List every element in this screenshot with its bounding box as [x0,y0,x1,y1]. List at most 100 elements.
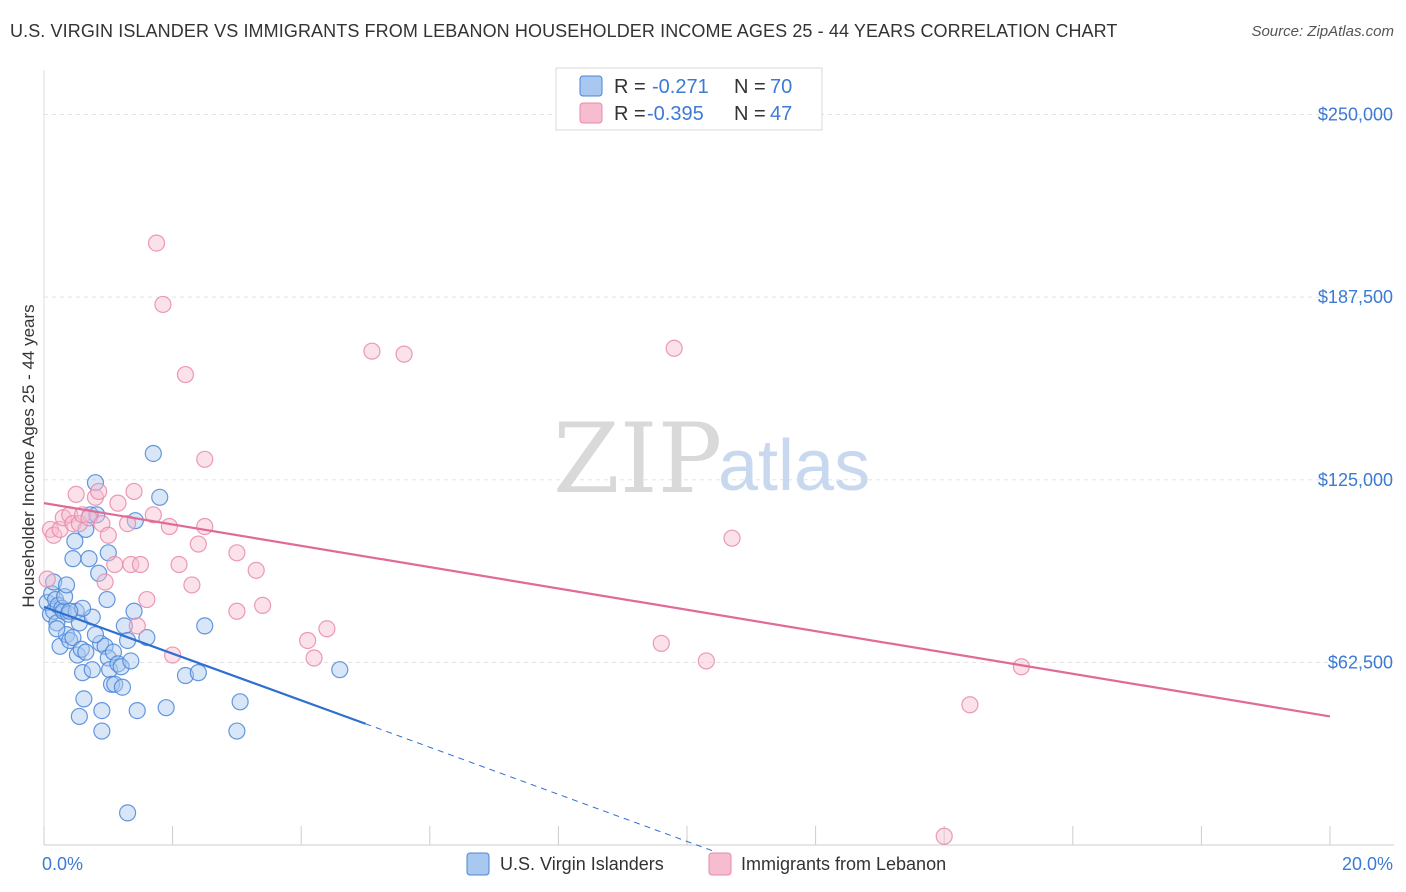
pink-point-50 [305,649,323,667]
watermark-atlas: atlas [718,426,870,506]
blue-point-61 [331,661,349,679]
pink-point-49 [935,827,953,845]
stats-legend: R = -0.271 N = 70 R = -0.395 N = 47 [555,67,823,131]
blue-point-52 [138,628,156,647]
blue-point-26 [80,550,98,568]
blue-point-37 [98,590,116,609]
blue-point-34 [93,722,111,740]
series-legend-label-1: U.S. Virgin Islanders [500,854,664,874]
x-tick-label-0: 0.0% [42,854,83,874]
y-tick-label-1: $125,000 [1318,470,1393,490]
blue-point-55 [157,699,175,717]
pink-point-2 [45,526,63,544]
pink-point-33 [196,450,214,468]
pink-point-20 [125,482,143,501]
pink-point-47 [961,696,979,714]
blue-point-13 [61,631,79,650]
pink-point-17 [109,494,127,512]
blue-point-63 [57,576,76,594]
blue-point-28 [83,661,101,679]
pink-point-31 [183,576,201,594]
pink-point-12 [90,482,108,501]
legend-n-value-1: 70 [770,76,792,98]
blue-point-30 [86,474,105,492]
blue-point-49 [125,602,143,620]
series-immigrants-from-lebanon [38,234,1030,845]
series-legend: U.S. Virgin Islanders Immigrants from Le… [466,852,946,876]
legend-r-value-1: -0.271 [652,76,709,98]
pink-point-45 [697,652,715,670]
blue-point-51 [128,701,146,720]
y-tick-label-2: $187,500 [1318,287,1393,307]
blue-point-46 [115,617,133,635]
pink-point-38 [254,596,272,615]
series-legend-swatch-blue [466,852,490,876]
legend-n-label-2: N = [734,103,766,125]
blue-point-20 [70,707,88,726]
blue-point-67 [48,620,66,638]
chart-title: U.S. VIRGIN ISLANDER VS IMMIGRANTS FROM … [10,21,1118,41]
pink-point-6 [64,514,82,533]
blue-point-16 [66,532,84,550]
blue-point-23 [75,690,93,708]
series-us-virgin-islanders [38,444,349,822]
pink-point-29 [170,555,188,574]
pink-point-43 [652,634,670,652]
trendline-pink [43,502,1331,718]
pink-point-21 [128,617,146,635]
pink-point-34 [196,517,214,536]
blue-point-48 [122,652,140,670]
blue-point-22 [73,664,92,682]
blue-point-43 [109,655,127,673]
blue-point-44 [112,658,130,676]
legend-n-value-2: 47 [770,103,792,125]
chart-source: Source: ZipAtlas.com [1251,23,1394,40]
pink-point-7 [67,485,85,503]
y-tick-label-0: $62,500 [1328,652,1393,672]
y-tick-label-3: $250,000 [1318,105,1393,125]
pink-point-8 [70,514,88,533]
blue-point-68 [86,626,105,644]
trendline-blue [43,605,366,725]
blue-point-66 [118,804,137,822]
pink-point-26 [154,295,172,314]
pink-point-27 [160,517,178,536]
legend-swatch-pink [579,102,603,124]
pink-point-14 [96,573,114,591]
x-tick-labels: 0.0% 20.0% [42,854,1393,874]
legend-swatch-blue [579,75,603,97]
blue-point-59 [228,722,246,740]
blue-point-45 [113,678,132,696]
watermark-zip: ZIP [553,403,722,515]
pink-point-40 [318,620,336,638]
pink-point-25 [147,234,166,252]
legend-r-label-2: R = [614,103,646,125]
series-legend-label-2: Immigrants from Lebanon [741,854,946,874]
pink-point-15 [99,526,117,544]
series-legend-swatch-pink [708,852,732,876]
pink-point-42 [395,345,413,363]
pink-point-32 [189,535,207,553]
blue-point-32 [90,564,108,582]
blue-point-60 [231,693,249,711]
pink-point-18 [118,514,137,533]
blue-point-54 [151,488,169,506]
pink-point-24 [144,506,162,524]
pink-point-19 [122,555,140,574]
pink-point-35 [228,544,246,562]
pink-point-30 [176,365,195,384]
pink-point-36 [228,602,246,620]
legend-r-label-1: R = [614,76,646,98]
blue-point-53 [144,444,162,463]
pink-point-37 [247,561,265,579]
pink-point-39 [299,631,317,650]
blue-point-25 [77,643,95,661]
x-tick-label-1: 20.0% [1342,854,1393,874]
pink-point-23 [138,590,156,609]
pink-point-16 [106,555,124,574]
blue-point-14 [64,550,82,568]
blue-point-58 [189,664,207,682]
blue-point-15 [64,628,82,647]
pink-point-22 [131,555,150,574]
pink-point-41 [363,342,381,360]
